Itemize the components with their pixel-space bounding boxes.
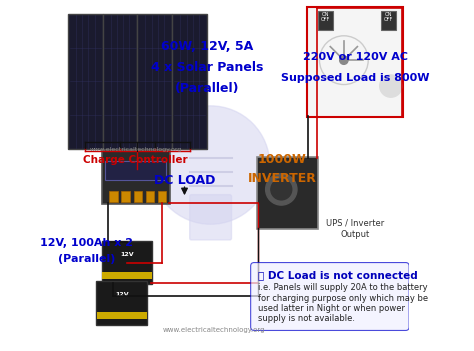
FancyBboxPatch shape: [381, 11, 396, 30]
Text: Charge Controller: Charge Controller: [83, 155, 188, 165]
Circle shape: [340, 56, 348, 64]
Text: www.electricaltechnology.org: www.electricaltechnology.org: [163, 327, 265, 333]
Text: 12V: 12V: [120, 252, 134, 257]
Text: supply is not available.: supply is not available.: [258, 314, 355, 324]
Text: Output: Output: [340, 230, 370, 239]
Text: (Parallel): (Parallel): [58, 254, 116, 264]
Text: ⓘ DC Load is not connected: ⓘ DC Load is not connected: [258, 270, 418, 280]
Text: used latter in Night or when power: used latter in Night or when power: [258, 304, 405, 313]
FancyBboxPatch shape: [68, 14, 103, 150]
Circle shape: [265, 174, 297, 205]
Text: DC LOAD: DC LOAD: [154, 174, 215, 187]
Text: 220V or 120V AC: 220V or 120V AC: [302, 52, 408, 62]
FancyBboxPatch shape: [121, 191, 130, 202]
Text: www.electricaltechnology.org: www.electricaltechnology.org: [90, 147, 182, 152]
FancyBboxPatch shape: [137, 14, 173, 150]
Circle shape: [271, 179, 292, 200]
Text: 4 x Solar Panels: 4 x Solar Panels: [151, 61, 264, 74]
Text: i.e. Panels will supply 20A to the battery: i.e. Panels will supply 20A to the batte…: [258, 283, 427, 292]
Circle shape: [151, 106, 270, 224]
Text: 60W, 12V, 5A: 60W, 12V, 5A: [161, 40, 253, 53]
FancyBboxPatch shape: [103, 14, 137, 150]
FancyBboxPatch shape: [102, 272, 152, 279]
Text: Supposed Load is 800W: Supposed Load is 800W: [281, 73, 429, 83]
FancyBboxPatch shape: [256, 157, 318, 229]
FancyBboxPatch shape: [318, 11, 333, 30]
FancyBboxPatch shape: [109, 191, 118, 202]
FancyBboxPatch shape: [101, 241, 153, 285]
Text: 1000W: 1000W: [258, 153, 306, 166]
FancyBboxPatch shape: [105, 161, 166, 180]
Text: ON
OFF: ON OFF: [383, 12, 393, 22]
FancyBboxPatch shape: [146, 191, 154, 202]
FancyBboxPatch shape: [251, 263, 409, 330]
FancyBboxPatch shape: [134, 191, 142, 202]
FancyBboxPatch shape: [307, 7, 403, 117]
FancyBboxPatch shape: [190, 195, 231, 240]
Circle shape: [380, 75, 402, 97]
FancyBboxPatch shape: [96, 281, 147, 325]
Text: (Parallel): (Parallel): [175, 82, 239, 95]
Text: UPS / Inverter: UPS / Inverter: [326, 218, 384, 227]
Text: INVERTER: INVERTER: [247, 172, 317, 185]
Text: 12V, 100Ah x 2: 12V, 100Ah x 2: [40, 238, 134, 249]
Text: for charging purpose only which may be: for charging purpose only which may be: [258, 293, 428, 303]
FancyBboxPatch shape: [101, 150, 170, 204]
Text: ON
OFF: ON OFF: [321, 12, 330, 22]
FancyBboxPatch shape: [173, 14, 207, 150]
FancyBboxPatch shape: [158, 191, 166, 202]
FancyBboxPatch shape: [97, 312, 146, 319]
Text: 12V: 12V: [115, 292, 128, 297]
